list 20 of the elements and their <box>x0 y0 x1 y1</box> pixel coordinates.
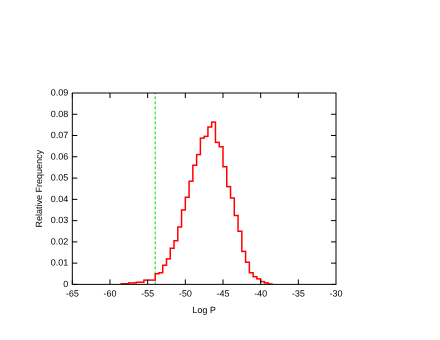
x-tick-label: -35 <box>292 288 305 298</box>
y-tick-label: 0.09 <box>50 87 68 98</box>
x-tick-label: -60 <box>103 288 116 298</box>
x-tick-label: -50 <box>178 288 192 298</box>
y-tick-label: 0.08 <box>50 108 68 119</box>
x-tick-label: -45 <box>216 288 230 298</box>
y-tick-label: 0.02 <box>50 236 68 246</box>
y-tick-label: 0.05 <box>50 172 68 183</box>
x-tick-label: -65 <box>66 288 79 298</box>
x-axis-title: Log P <box>192 305 216 316</box>
x-tick-label: -55 <box>141 288 154 298</box>
y-tick-label: 0.07 <box>50 130 68 140</box>
x-tick-label: -30 <box>329 288 343 298</box>
x-tick-label: -40 <box>254 288 268 298</box>
y-tick-label: 0.03 <box>50 215 68 226</box>
y-tick-label: 0.06 <box>50 151 68 162</box>
y-axis-title: Relative Frequency <box>34 149 44 228</box>
y-tick-label: 0.04 <box>50 194 68 204</box>
y-tick-label: 0.01 <box>50 258 68 268</box>
y-tick-label: 0 <box>63 278 68 289</box>
